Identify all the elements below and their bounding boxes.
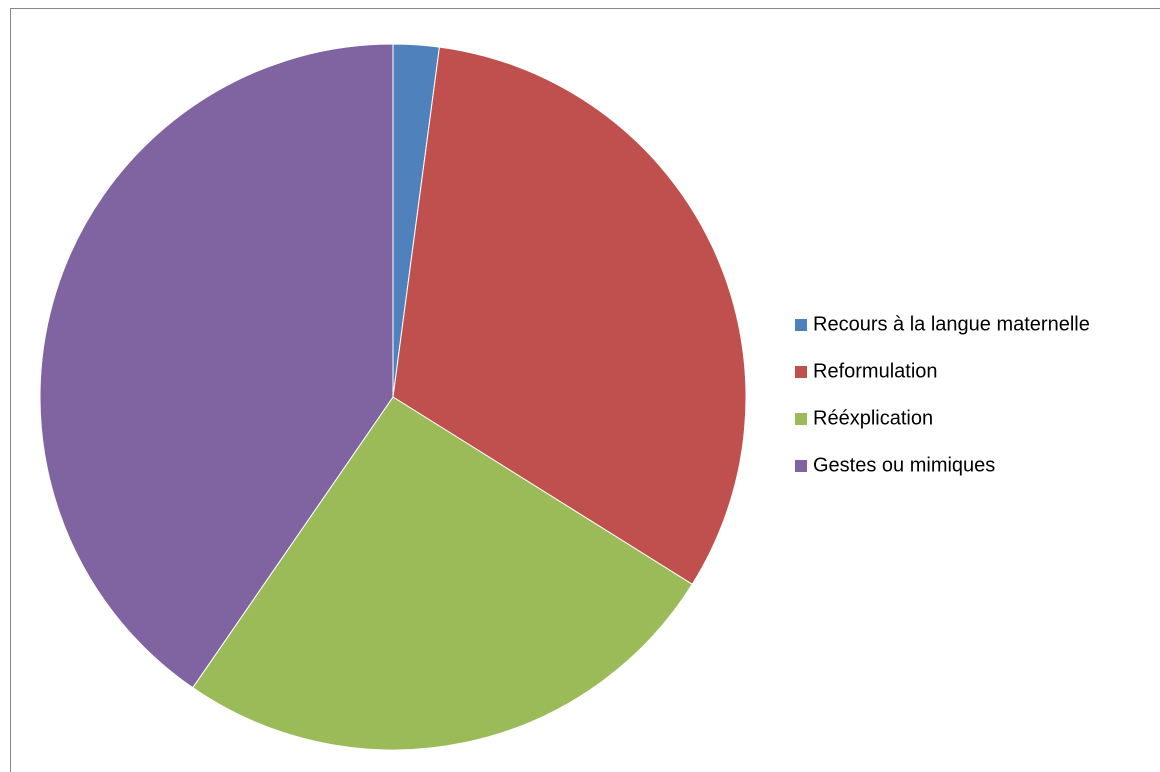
pie-slice: [392, 46, 747, 585]
pie-slice: [192, 396, 693, 751]
legend-label: Rééxplication: [813, 407, 933, 429]
legend-label: Reformulation: [813, 360, 938, 382]
legend-swatch: [795, 366, 807, 378]
legend-swatch: [795, 413, 807, 425]
legend-swatch: [795, 460, 807, 472]
legend-swatch: [795, 319, 807, 331]
legend-label: Recours à la langue maternelle: [813, 313, 1090, 335]
pie-slice: [39, 43, 394, 689]
legend-label: Gestes ou mimiques: [813, 454, 995, 476]
